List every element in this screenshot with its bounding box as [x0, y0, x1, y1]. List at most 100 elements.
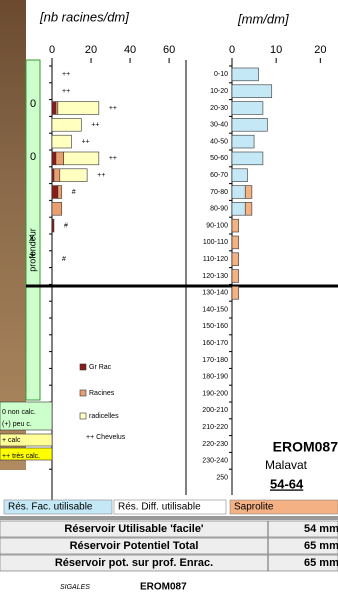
bar [231, 269, 239, 283]
calc-box [0, 433, 53, 447]
bar [57, 101, 100, 115]
calc-box [0, 447, 53, 461]
bar [231, 118, 268, 132]
bar [231, 286, 239, 300]
x-tick-label: 0 [49, 44, 55, 56]
table-value: 54 mm [304, 523, 338, 535]
row-mark: ++ [91, 122, 99, 129]
x-tick-label: 40 [124, 44, 136, 56]
y-tick-label: 250 [216, 474, 228, 481]
legend-cell [3, 499, 113, 515]
bar [231, 67, 259, 82]
bar [231, 252, 239, 266]
legend-swatch [79, 412, 87, 420]
y-tick-label: 20-30 [210, 105, 228, 112]
y-tick-label: 30-40 [210, 122, 228, 129]
bar [51, 202, 63, 216]
legend-swatch [79, 389, 87, 397]
table-value: 65 mm [304, 557, 338, 569]
logo: SIGALES [60, 584, 90, 591]
bar [51, 101, 57, 115]
table-value: 65 mm [304, 540, 338, 552]
x-tick-label: 60 [163, 44, 175, 56]
bar [57, 185, 63, 199]
bar [51, 185, 59, 199]
row-mark: # [62, 256, 66, 263]
calc-label: 0 non calc. [2, 409, 36, 416]
legend-swatch [79, 363, 87, 371]
legend-label: Saprolite [234, 502, 274, 513]
strip-label: + [29, 249, 35, 261]
legend-label: Rés. Diff. utilisable [118, 502, 201, 513]
bar [51, 151, 57, 166]
bar [231, 168, 248, 182]
strip [25, 59, 41, 401]
y-tick-label: 210-220 [202, 424, 228, 431]
x-tick-label: 10 [270, 44, 282, 56]
y-tick-label: 0-10 [214, 71, 228, 78]
y-tick-label: 70-80 [210, 189, 228, 196]
calc-label: + calc [2, 437, 21, 444]
y-tick-label: 140-150 [202, 306, 228, 313]
y-tick-label: 100-110 [203, 239, 228, 246]
bar [51, 218, 55, 233]
y-tick-label: 150-160 [202, 323, 228, 330]
row-mark: ++ [97, 172, 105, 179]
y-tick-label: 50-60 [210, 155, 228, 162]
row-mark: ++ [62, 88, 70, 95]
legend-label: radicelles [89, 413, 119, 420]
legend-label: Rés. Fac. utilisable [8, 502, 93, 513]
table-row [0, 520, 338, 538]
strip-title: profondeur [27, 228, 37, 272]
profile-depth: 54-64 [270, 476, 304, 491]
bar [55, 151, 65, 166]
row-mark: ++ [62, 71, 70, 78]
table-label: Réservoir Utilisable 'facile' [64, 523, 204, 535]
strip-label: 0 [30, 98, 36, 110]
calc-label: (+) peu c. [2, 421, 32, 428]
table-band [0, 516, 338, 520]
x-tick-label: 20 [85, 44, 97, 56]
profile-place: Malavat [265, 458, 308, 472]
bar [244, 185, 253, 199]
bar [53, 168, 61, 182]
strip-label: x [29, 232, 35, 244]
y-tick-label: 40-50 [210, 138, 228, 145]
y-tick-label: 170-180 [202, 357, 228, 364]
row-mark: ++ [109, 155, 117, 162]
x-tick-label: 0 [229, 44, 235, 56]
table-label: Réservoir pot. sur prof. Enrac. [55, 557, 213, 569]
bar [231, 134, 255, 149]
y-tick-label: 220-230 [202, 441, 228, 448]
legend-cell [113, 499, 227, 515]
bar [51, 134, 72, 149]
bar [51, 118, 82, 132]
strip-label: 0 [30, 151, 36, 163]
y-tick-label: 110-120 [203, 256, 228, 263]
y-tick-label: 180-190 [202, 374, 228, 381]
bar [231, 101, 264, 115]
legend-label: Racines [89, 390, 115, 397]
y-tick-label: 130-140 [202, 290, 228, 297]
table-row [0, 537, 338, 555]
row-mark: # [64, 222, 68, 229]
bar [231, 84, 273, 98]
calc-box [0, 401, 53, 431]
y-tick-label: 10-20 [210, 88, 228, 95]
y-tick-label: 230-240 [202, 458, 228, 465]
bar [231, 218, 239, 233]
y-tick-label: 60-70 [210, 172, 228, 179]
table-row [0, 554, 338, 572]
legend-label: ++ Chevelus [86, 434, 126, 441]
row-mark: ++ [82, 138, 90, 145]
x-tick-label: 20 [314, 44, 326, 56]
y-tick-label: 120-130 [202, 273, 228, 280]
bar [244, 202, 253, 216]
y-tick-label: 80-90 [210, 206, 228, 213]
legend-cell [229, 499, 338, 515]
bar [231, 185, 246, 199]
y-tick-label: 90-100 [206, 222, 228, 229]
row-mark: # [72, 189, 76, 196]
bar [59, 168, 88, 182]
